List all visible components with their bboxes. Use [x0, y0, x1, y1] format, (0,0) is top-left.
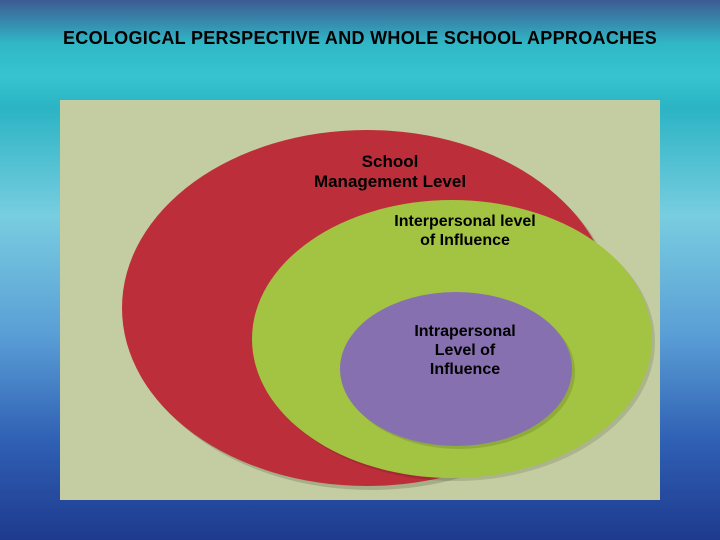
level-outer-label: School Management Level — [290, 152, 490, 193]
level-middle-label: Interpersonal level of Influence — [370, 212, 560, 250]
level-inner-label: Intrapersonal Level of Influence — [390, 322, 540, 380]
diagram-panel: School Management Level Interpersonal le… — [60, 100, 660, 500]
page-title: ECOLOGICAL PERSPECTIVE AND WHOLE SCHOOL … — [0, 28, 720, 49]
